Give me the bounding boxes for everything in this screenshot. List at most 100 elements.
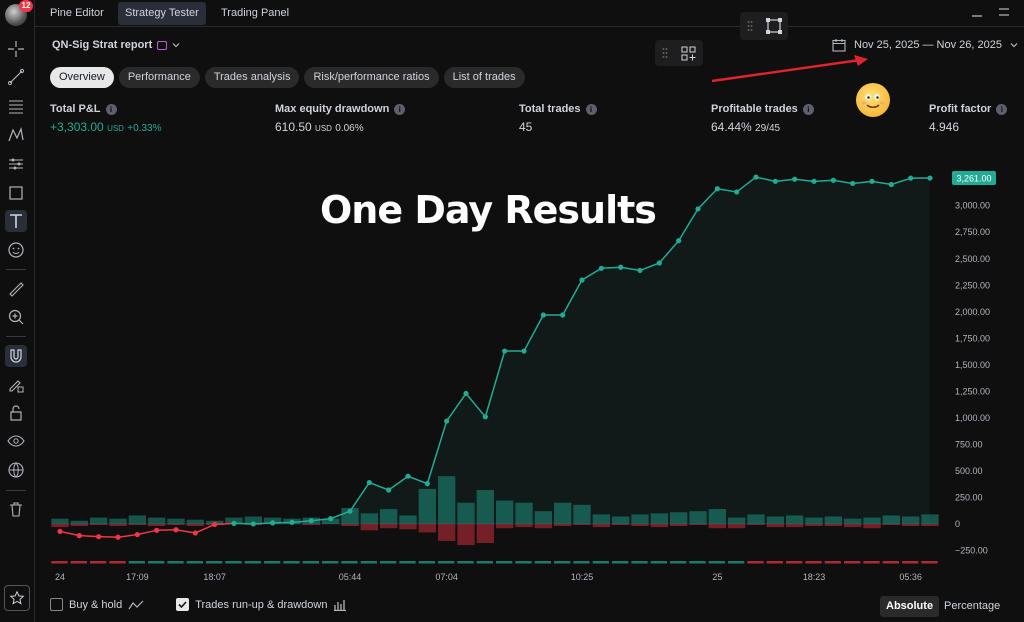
trash-icon[interactable] bbox=[5, 498, 27, 520]
trade-strip-segment bbox=[418, 561, 436, 564]
absolute-toggle[interactable]: Absolute bbox=[880, 596, 940, 617]
equity-segment bbox=[349, 482, 370, 512]
info-icon[interactable]: i bbox=[394, 103, 406, 115]
info-icon[interactable]: i bbox=[105, 103, 117, 115]
drag-dots-icon bbox=[662, 48, 668, 58]
tab-list-of-trades[interactable]: List of trades bbox=[443, 67, 525, 88]
runup-bar bbox=[708, 509, 727, 524]
runup-bar bbox=[379, 509, 398, 524]
drawdown-bar bbox=[457, 523, 475, 546]
strategy-report-title[interactable]: QN-Sig Strat report bbox=[52, 39, 180, 51]
trade-strip-segment bbox=[360, 561, 378, 564]
maximize-icon[interactable] bbox=[998, 6, 1010, 21]
percentage-toggle[interactable]: Percentage bbox=[944, 600, 1001, 612]
lock-icon[interactable] bbox=[5, 402, 27, 424]
metric-profit-factor: Profit factor i 4.946 bbox=[929, 103, 1008, 134]
equity-segment bbox=[137, 529, 157, 536]
pencil-lock-icon[interactable] bbox=[5, 374, 27, 396]
buy-hold-checkbox[interactable] bbox=[50, 598, 63, 611]
drawdown-bar bbox=[727, 523, 746, 529]
metric-total-pl: Total P&L i +3,303.00 USD +0.33% bbox=[50, 103, 162, 134]
runup-drawdown-checkbox[interactable] bbox=[176, 598, 190, 611]
equity-point bbox=[521, 348, 527, 354]
tab-pine-editor[interactable]: Pine Editor bbox=[50, 7, 104, 19]
info-icon[interactable]: i bbox=[802, 103, 814, 115]
crosshair-icon[interactable] bbox=[5, 38, 27, 60]
equity-point bbox=[270, 520, 276, 526]
equity-segment bbox=[852, 180, 873, 185]
drawdown-bar bbox=[901, 523, 920, 527]
equity-segment bbox=[833, 179, 853, 185]
equity-segment bbox=[581, 267, 602, 281]
magnet-icon[interactable] bbox=[5, 345, 27, 367]
equity-segment bbox=[562, 279, 583, 316]
equity-segment bbox=[233, 522, 254, 525]
drawdown-bar bbox=[611, 523, 630, 525]
checkmark-icon bbox=[178, 601, 187, 609]
drawdown-bar bbox=[167, 523, 185, 525]
equity-segment bbox=[717, 188, 737, 193]
tab-trades-analysis[interactable]: Trades analysis bbox=[204, 67, 300, 88]
pattern-icon[interactable] bbox=[5, 124, 27, 146]
drawdown-bar bbox=[379, 523, 398, 529]
equity-point bbox=[231, 520, 237, 527]
runup-bar bbox=[921, 514, 939, 524]
ruler-icon[interactable] bbox=[5, 278, 27, 300]
y-tick-label: 1,000.00 bbox=[955, 413, 990, 423]
widget-drag-handle[interactable] bbox=[655, 40, 703, 66]
globe-icon[interactable] bbox=[5, 459, 27, 481]
add-widget-icon bbox=[681, 46, 696, 60]
equity-segment bbox=[156, 529, 177, 532]
info-icon[interactable]: i bbox=[585, 103, 597, 115]
emoji-icon[interactable] bbox=[5, 239, 27, 261]
eye-icon[interactable] bbox=[5, 430, 27, 452]
runup-bar bbox=[650, 513, 669, 524]
floating-drag-handle[interactable] bbox=[740, 12, 788, 40]
drawdown-bar bbox=[534, 523, 553, 529]
equity-point bbox=[811, 178, 817, 184]
equity-point bbox=[540, 312, 546, 318]
equity-point bbox=[502, 348, 508, 354]
bottom-panel-tabs: Pine Editor Strategy Tester Trading Pane… bbox=[35, 0, 1024, 27]
y-tick-label: 2,500.00 bbox=[955, 254, 990, 264]
equity-chart[interactable]: 3,000.00 2,750.00 2,500.00 2,250.00 2,000.00… bbox=[38, 150, 1024, 590]
trade-strip-segment bbox=[669, 561, 687, 564]
minimize-icon[interactable] bbox=[971, 6, 983, 21]
drawdown-bar bbox=[476, 523, 495, 544]
equity-segment bbox=[311, 517, 331, 522]
fib-retracement-icon[interactable] bbox=[5, 95, 27, 117]
drawdown-bar bbox=[360, 523, 379, 531]
equity-segment bbox=[697, 188, 718, 210]
info-icon[interactable]: i bbox=[996, 103, 1008, 115]
trade-strip-segment bbox=[805, 561, 822, 564]
favorites-star-icon[interactable] bbox=[4, 585, 30, 611]
y-tick-label: 3,000.00 bbox=[955, 201, 990, 211]
runup-bar bbox=[901, 516, 920, 524]
drawdown-bar bbox=[747, 523, 765, 525]
forecast-icon[interactable] bbox=[5, 153, 27, 175]
equity-point bbox=[598, 265, 604, 271]
tab-overview[interactable]: Overview bbox=[50, 67, 114, 88]
date-range-selector[interactable]: Nov 25, 2025 — Nov 26, 2025 bbox=[832, 38, 1018, 52]
text-tool-icon[interactable] bbox=[5, 210, 27, 232]
tab-trading-panel[interactable]: Trading Panel bbox=[221, 7, 290, 19]
x-tick-label: 05:36 bbox=[899, 572, 922, 582]
tab-performance[interactable]: Performance bbox=[118, 67, 200, 88]
trade-strip-segment bbox=[244, 561, 262, 564]
x-tick-label: 10:25 bbox=[571, 572, 594, 582]
equity-point bbox=[386, 487, 392, 493]
trend-line-icon[interactable] bbox=[5, 66, 27, 88]
y-tick-label: 250.00 bbox=[955, 492, 983, 502]
tab-risk-performance[interactable]: Risk/performance ratios bbox=[304, 67, 439, 88]
equity-segment bbox=[253, 522, 273, 525]
zoom-icon[interactable] bbox=[5, 306, 27, 328]
equity-point bbox=[734, 189, 740, 195]
equity-segment bbox=[813, 179, 834, 183]
trade-strip-segment bbox=[128, 561, 146, 564]
runup-drawdown-label: Trades run-up & drawdown bbox=[195, 598, 328, 611]
equity-segment bbox=[639, 262, 660, 272]
shape-rectangle-icon[interactable] bbox=[5, 182, 27, 204]
trade-strip-segment bbox=[147, 561, 165, 564]
drawdown-bar bbox=[863, 523, 881, 529]
tab-strategy-tester[interactable]: Strategy Tester bbox=[118, 2, 206, 25]
